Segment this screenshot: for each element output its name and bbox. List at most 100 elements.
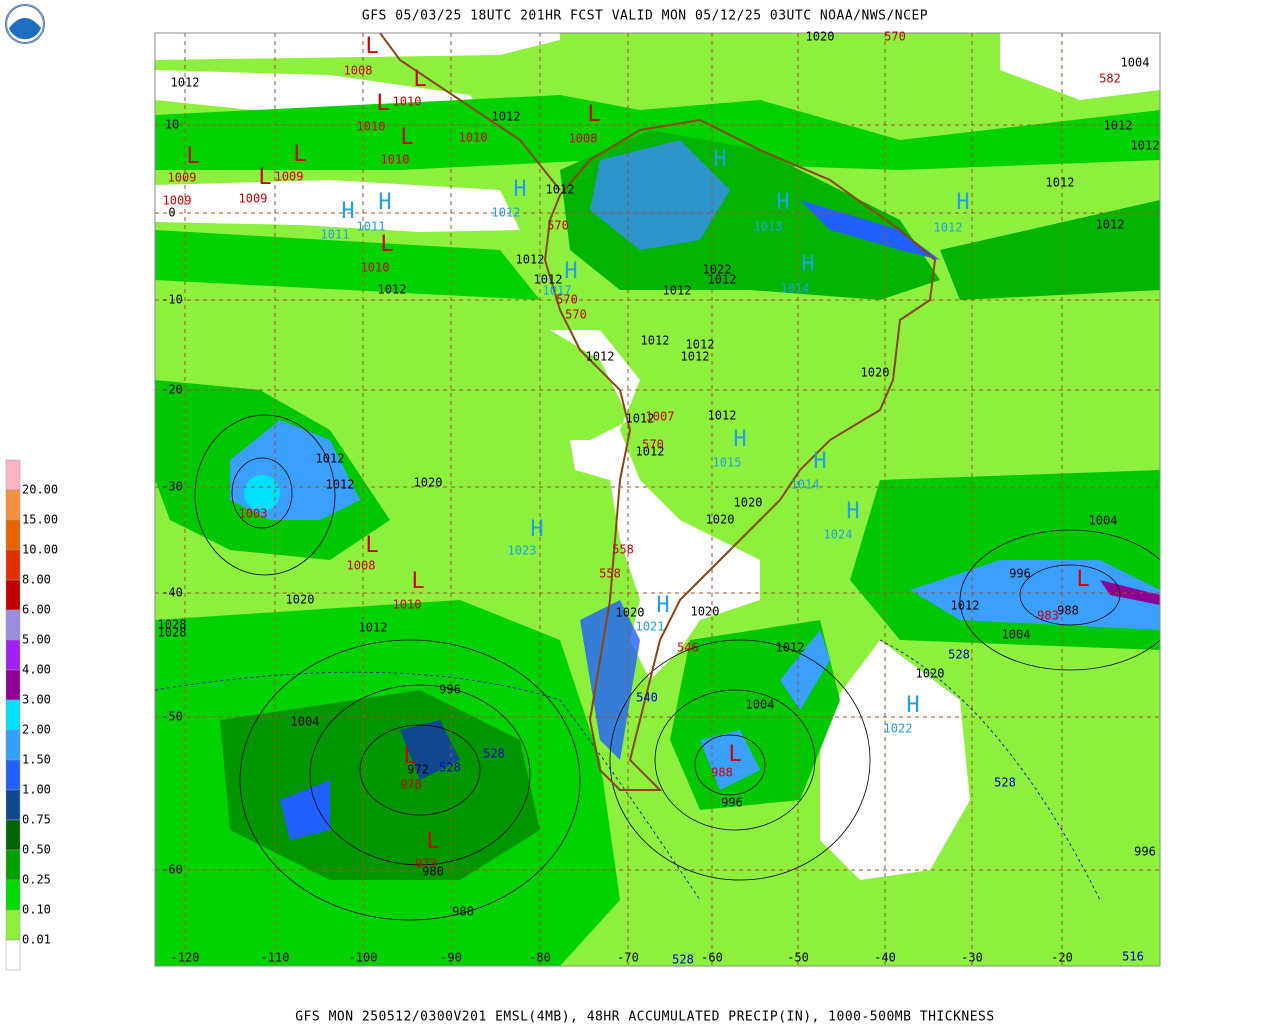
map-field bbox=[155, 33, 1160, 966]
isobar-label: 1012 bbox=[359, 621, 388, 635]
high-symbol: H bbox=[801, 252, 814, 277]
lon-label: -20 bbox=[1051, 951, 1073, 965]
low-pressure-value: 1003 bbox=[239, 507, 268, 521]
legend-swatch bbox=[5, 789, 21, 821]
legend-swatch bbox=[5, 939, 21, 971]
legend-swatch bbox=[5, 609, 21, 641]
high-symbol: H bbox=[813, 449, 826, 474]
legend-label: 20.00 bbox=[22, 483, 58, 497]
high-symbol: H bbox=[530, 517, 543, 542]
isobar-label: 1012 bbox=[546, 183, 575, 197]
isobar-label: 1012 bbox=[534, 273, 563, 287]
low-symbol: L bbox=[186, 144, 199, 169]
isobar-label: 1004 bbox=[746, 698, 775, 712]
high-value: 1012 bbox=[934, 221, 963, 235]
high-value: 1011 bbox=[321, 228, 350, 242]
legend-swatch bbox=[5, 459, 21, 491]
legend-label: 5.00 bbox=[22, 633, 51, 647]
lat-label: -40 bbox=[161, 586, 183, 600]
low-symbol: L bbox=[426, 829, 439, 854]
low-pressure-value: 1007 bbox=[646, 410, 675, 424]
high-symbol: H bbox=[713, 147, 726, 172]
isobar-label: 1028 bbox=[158, 618, 187, 632]
low-pressure-value: 1010 bbox=[459, 131, 488, 145]
isobar-label: 1012 bbox=[626, 412, 655, 426]
isobar-label: 1012 bbox=[1046, 176, 1075, 190]
isobar-label: 996 bbox=[1009, 567, 1031, 581]
thickness-label: 570 bbox=[642, 438, 664, 452]
lon-label: -30 bbox=[961, 951, 983, 965]
thickness-label: 558 bbox=[599, 567, 621, 581]
legend-label: 0.50 bbox=[22, 843, 51, 857]
thickness-label: 570 bbox=[565, 308, 587, 322]
map-frame bbox=[154, 32, 1161, 967]
map-title: GFS 05/03/25 18UTC 201HR FCST VALID MON … bbox=[362, 9, 928, 24]
thickness-label: 528 bbox=[948, 648, 970, 662]
legend-label: 15.00 bbox=[22, 513, 58, 527]
coastline bbox=[379, 33, 561, 191]
legend-swatch bbox=[5, 909, 21, 941]
low-symbol: L bbox=[258, 165, 271, 190]
high-symbol: H bbox=[733, 427, 746, 452]
isobar-label: 996 bbox=[721, 796, 743, 810]
high-symbol: H bbox=[656, 593, 669, 618]
isobar-label: 972 bbox=[407, 763, 429, 777]
legend-label: 8.00 bbox=[22, 573, 51, 587]
low-pressure-value: 1008 bbox=[569, 132, 598, 146]
noaa-logo bbox=[5, 4, 45, 44]
legend-label: 6.00 bbox=[22, 603, 51, 617]
coastline bbox=[543, 118, 937, 791]
low-pressure-value: 1010 bbox=[393, 95, 422, 109]
low-symbol: L bbox=[400, 125, 413, 150]
high-value: 1014 bbox=[791, 478, 820, 492]
legend-label: 4.00 bbox=[22, 663, 51, 677]
low-symbol: L bbox=[376, 91, 389, 116]
low-pressure-value: 1009 bbox=[163, 194, 192, 208]
lat-label: -30 bbox=[161, 480, 183, 494]
isobar-label: 1012 bbox=[492, 110, 521, 124]
isobar-label: 988 bbox=[452, 905, 474, 919]
high-symbol: H bbox=[906, 693, 919, 718]
isobar-label: 1012 bbox=[681, 350, 710, 364]
thickness-label: 582 bbox=[1099, 72, 1121, 86]
legend-swatch bbox=[5, 669, 21, 701]
isobar-label: 1012 bbox=[1131, 139, 1160, 153]
high-value: 1012 bbox=[492, 206, 521, 220]
high-value: 1011 bbox=[357, 220, 386, 234]
low-pressure-value: 1009 bbox=[239, 192, 268, 206]
high-value: 1017 bbox=[543, 284, 572, 298]
low-pressure-value: 1009 bbox=[168, 171, 197, 185]
thickness-label: 540 bbox=[636, 691, 658, 705]
lat-label: 0 bbox=[168, 206, 175, 220]
isobar-label: 1012 bbox=[1096, 218, 1125, 232]
isobar-label: 1028 bbox=[158, 626, 187, 640]
legend-label: 0.25 bbox=[22, 873, 51, 887]
isobar-label: 1012 bbox=[316, 452, 345, 466]
low-symbol: L bbox=[728, 742, 741, 767]
high-symbol: H bbox=[378, 190, 391, 215]
legend-label: 0.75 bbox=[22, 813, 51, 827]
legend-label: 1.50 bbox=[22, 753, 51, 767]
isobar-label: 1012 bbox=[708, 409, 737, 423]
high-value: 1022 bbox=[884, 722, 913, 736]
low-pressure-value: 1010 bbox=[357, 120, 386, 134]
thickness-label: 570 bbox=[547, 219, 569, 233]
high-value: 1021 bbox=[636, 620, 665, 634]
lon-label: -100 bbox=[349, 951, 378, 965]
isobar-label: 1012 bbox=[378, 283, 407, 297]
lon-label: -60 bbox=[701, 951, 723, 965]
low-symbol: L bbox=[293, 142, 306, 167]
isobar-label: 1020 bbox=[916, 667, 945, 681]
low-pressure-value: 988 bbox=[711, 766, 733, 780]
lon-label: -50 bbox=[787, 951, 809, 965]
low-symbol: L bbox=[1076, 567, 1089, 592]
low-pressure-value: 978 bbox=[400, 778, 422, 792]
low-pressure-value: 1008 bbox=[347, 559, 376, 573]
legend-label: 0.10 bbox=[22, 903, 51, 917]
legend-swatch bbox=[5, 879, 21, 911]
isobar-label: 1020 bbox=[414, 476, 443, 490]
isobar-label: 1020 bbox=[706, 513, 735, 527]
high-symbol: H bbox=[341, 199, 354, 224]
high-value: 1014 bbox=[781, 282, 810, 296]
isobar-label: 988 bbox=[1057, 604, 1079, 618]
